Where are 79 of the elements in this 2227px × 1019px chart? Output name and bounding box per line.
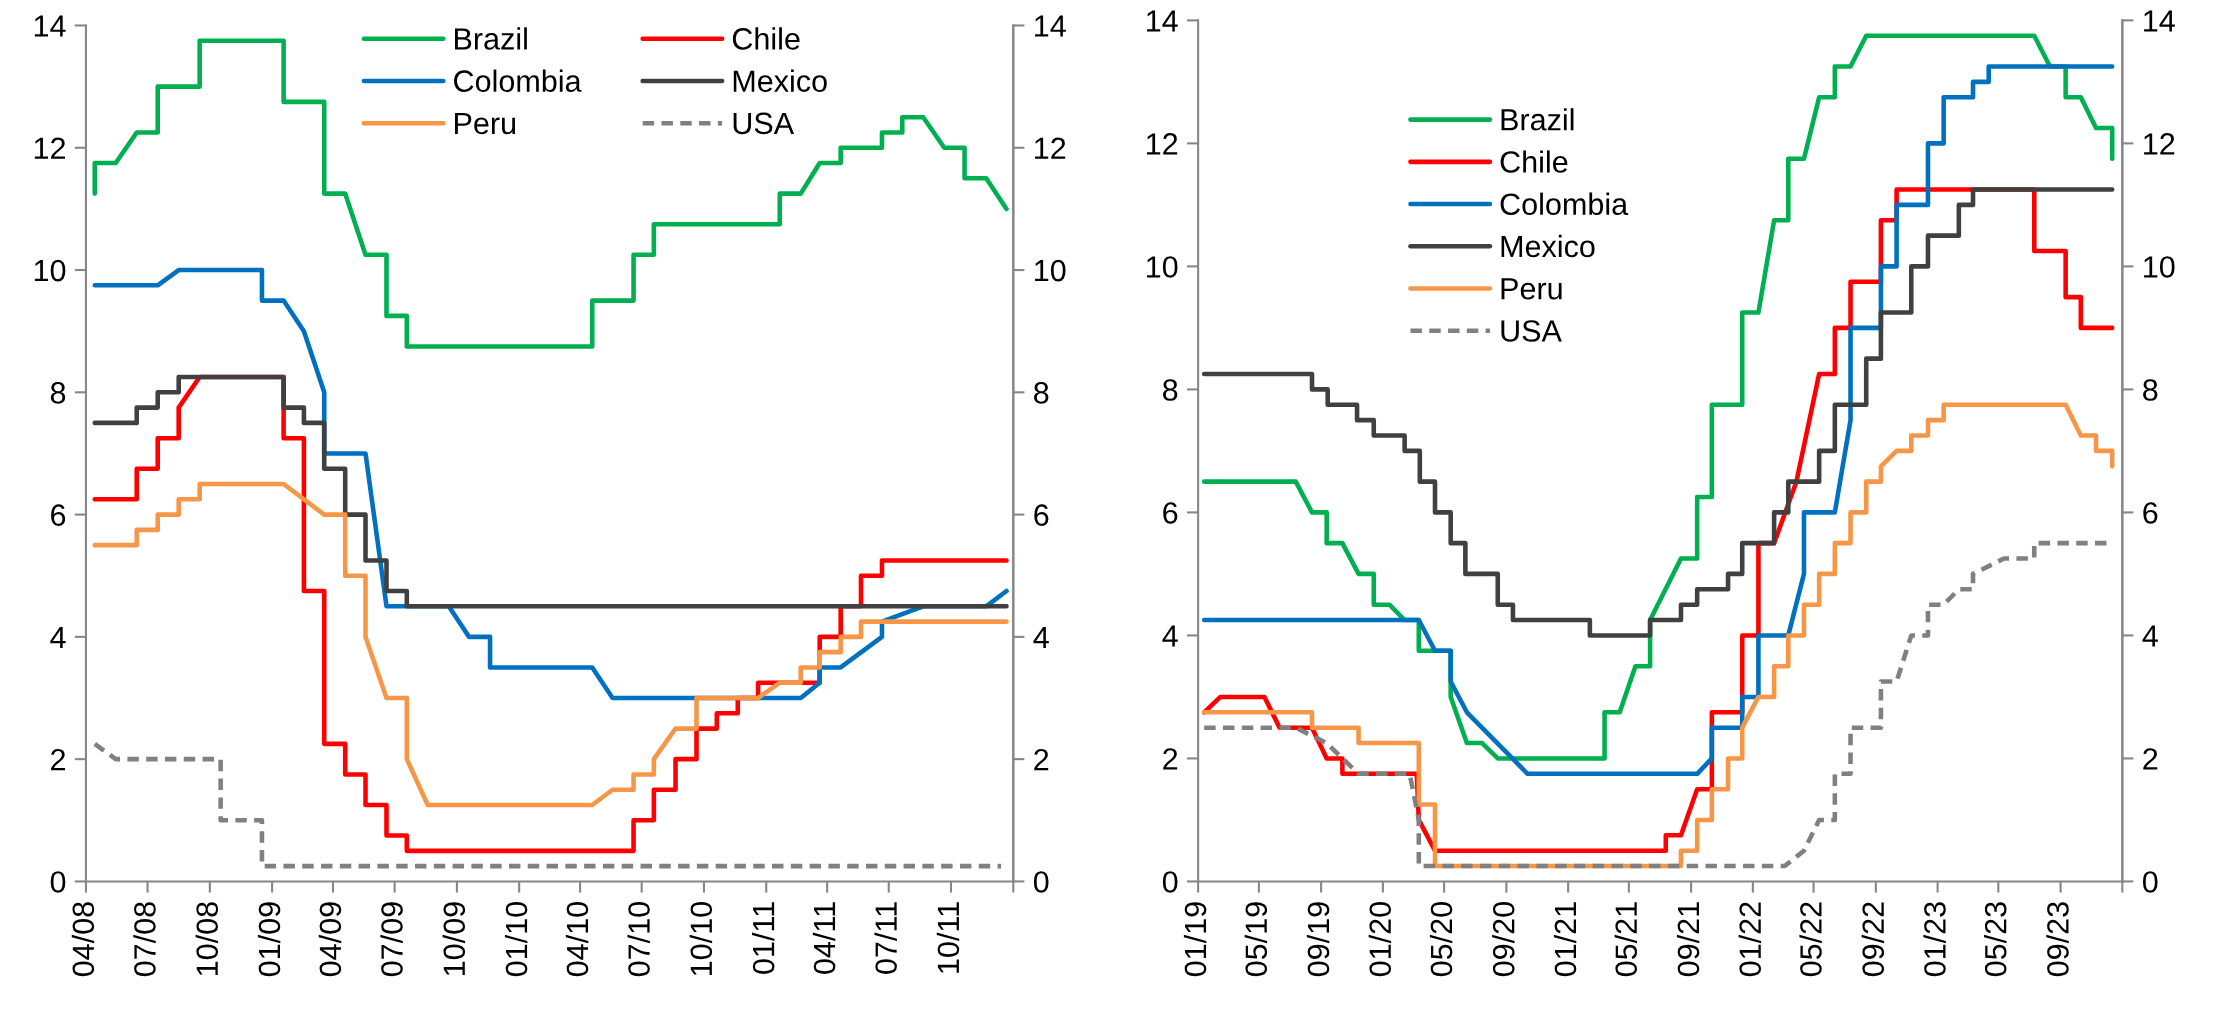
x-tick-label: 01/19 — [1183, 902, 1207, 977]
x-tick-label: 05/23 — [1984, 902, 2007, 977]
x-tick-label: 01/21 — [1553, 902, 1577, 977]
y-tick-label: 8 — [50, 382, 66, 404]
x-tick-label: 04/10 — [565, 902, 589, 977]
y-tick-label: 2 — [1163, 748, 1178, 770]
legend-label: Brazil — [455, 27, 527, 50]
y-tick-label: 8 — [1163, 379, 1178, 401]
y-tick-label: 4 — [50, 626, 66, 648]
x-tick-label: 07/09 — [380, 902, 403, 977]
line-series — [92, 374, 1009, 609]
line-series — [92, 481, 1009, 808]
x-tick-label: 01/20 — [1368, 902, 1392, 977]
x-tick-label: 10/09 — [442, 902, 466, 976]
legend-label: Mexico — [1501, 234, 1595, 258]
legend-label: Peru — [1501, 278, 1562, 300]
y2-tick-label: 4 — [1033, 626, 1049, 648]
y-tick-label: 6 — [1163, 502, 1178, 524]
x-tick-label: 04/11 — [812, 902, 836, 974]
x-tick-label: 09/23 — [2046, 902, 2069, 977]
line-series — [1201, 187, 2115, 638]
legend-label: Colombia — [454, 69, 582, 92]
x-tick-label: 05/19 — [1244, 902, 1268, 977]
x-tick-label: 04/09 — [318, 902, 342, 977]
legend-label: Chile — [732, 27, 800, 50]
x-tick-label: 07/11 — [874, 902, 897, 974]
y-tick-label: 14 — [1147, 10, 1178, 32]
y2-tick-label: 2 — [1034, 748, 1049, 771]
y2-tick-label: 0 — [2142, 871, 2158, 893]
x-tick-label: 09/22 — [1861, 902, 1885, 977]
line-series — [1201, 402, 2115, 869]
x-tick-label: 09/19 — [1306, 902, 1330, 977]
line-series — [92, 741, 1004, 869]
legend-label: Colombia — [1500, 192, 1629, 216]
x-tick-label: 01/09 — [257, 902, 281, 977]
x-tick-label: 04/08 — [71, 902, 95, 977]
y2-tick-label: 8 — [2143, 379, 2158, 401]
legend-label: Brazil — [1501, 108, 1574, 131]
y2-tick-label: 6 — [1034, 504, 1049, 526]
y-tick-label: 14 — [34, 15, 66, 37]
y-tick-label: 4 — [1162, 625, 1178, 647]
legend-label: Peru — [455, 112, 516, 135]
x-tick-label: 05/21 — [1614, 902, 1638, 977]
y2-tick-label: 4 — [2142, 625, 2158, 647]
y2-tick-label: 2 — [2143, 748, 2158, 770]
x-tick-label: 01/23 — [1923, 902, 1946, 977]
y-tick-label: 10 — [1147, 256, 1178, 278]
y2-tick-label: 14 — [1035, 15, 1066, 37]
y-tick-label: 6 — [51, 504, 66, 526]
y2-tick-label: 8 — [1034, 382, 1049, 404]
x-tick-label: 05/22 — [1799, 902, 1822, 977]
x-tick-label: 09/21 — [1676, 902, 1700, 977]
x-tick-label: 01/22 — [1738, 902, 1762, 977]
y-tick-label: 10 — [34, 259, 66, 282]
x-tick-label: 10/11 — [936, 902, 960, 973]
legend-label: USA — [733, 112, 795, 135]
y2-tick-label: 12 — [2144, 133, 2175, 155]
y2-tick-label: 10 — [2144, 256, 2175, 278]
x-tick-label: 01/11 — [751, 902, 775, 974]
x-tick-label: 10/08 — [195, 902, 219, 976]
x-tick-label: 01/10 — [504, 902, 528, 977]
y2-tick-label: 12 — [1035, 137, 1066, 159]
y-tick-label: 12 — [34, 137, 65, 159]
x-tick-label: 07/10 — [627, 902, 650, 977]
x-tick-label: 05/20 — [1429, 902, 1453, 977]
x-tick-label: 10/10 — [689, 902, 713, 976]
y2-tick-label: 14 — [2144, 10, 2175, 32]
legend-label: USA — [1501, 320, 1562, 342]
y-tick-label: 0 — [1162, 871, 1178, 893]
y2-tick-label: 6 — [2143, 502, 2158, 524]
x-tick-label: 07/08 — [133, 902, 156, 977]
y-tick-label: 0 — [50, 871, 66, 893]
legend-label: Chile — [1500, 150, 1568, 173]
y-tick-label: 2 — [51, 748, 65, 771]
y2-tick-label: 10 — [1035, 259, 1066, 282]
legend-label: Mexico — [733, 69, 827, 92]
x-tick-label: 09/20 — [1492, 902, 1515, 977]
y-tick-label: 12 — [1147, 133, 1178, 155]
y2-tick-label: 0 — [1033, 871, 1049, 893]
